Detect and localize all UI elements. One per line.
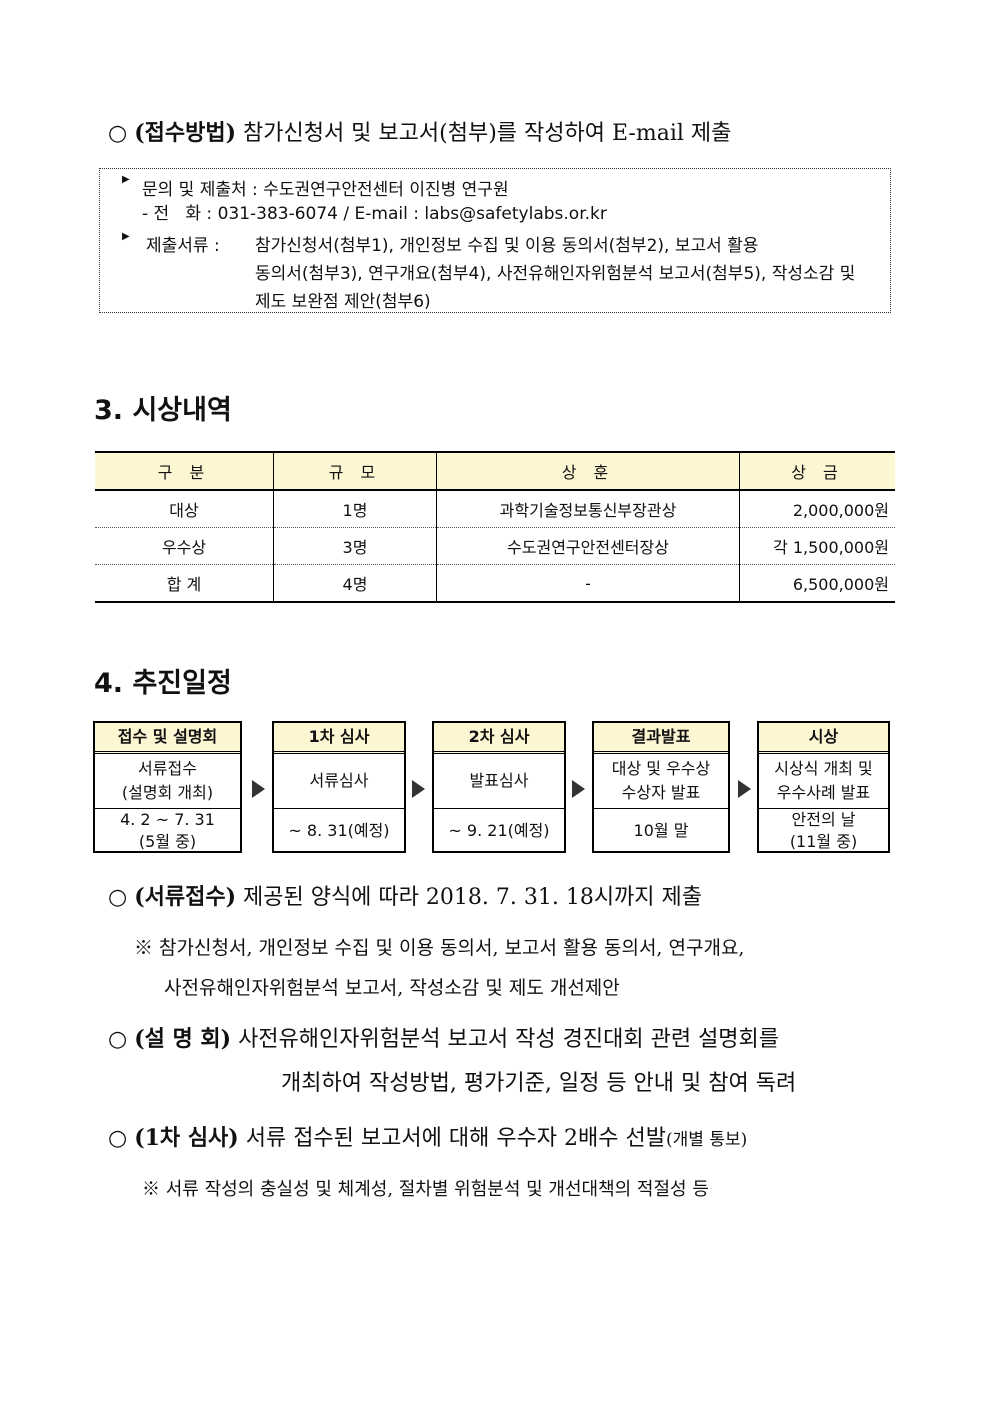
cell: 수도권연구안전센터장상: [436, 527, 740, 565]
step-date: ~ 8. 31(예정): [288, 821, 390, 840]
briefing-item: ○ (설 명 회) 사전유해인자위험분석 보고서 작성 경진대회 관련 설명회를: [108, 1021, 779, 1053]
triangle-bullet-icon: ▶: [122, 174, 130, 185]
item-label: (서류접수): [134, 884, 236, 910]
docs-label: 제출서류 :: [146, 236, 220, 256]
cell: 각 1,500,000원: [739, 527, 895, 565]
arrow-right-icon: [252, 780, 265, 798]
phone-email-line: - 전 화 : 031-383-6074 / E-mail : labs@saf…: [142, 204, 607, 224]
awards-table: 구 분 규 모 상 훈 상 금 대상 1명 과학기술정보통신부장관상 2,000,00…: [95, 451, 895, 603]
step-header: 결과발표: [594, 723, 728, 754]
note-line: 사전유해인자위험분석 보고서, 작성소감 및 제도 개선제안: [164, 977, 620, 999]
submission-text: 참가신청서 및 보고서(첨부)를 작성하여 E-mail 제출: [242, 121, 732, 146]
col-header: 구 분: [95, 451, 274, 491]
note-line: ※ 서류 작성의 충실성 및 체계성, 절차별 위험분석 및 개선대책의 적절성…: [142, 1179, 709, 1200]
step-text: (설명회 개최): [121, 783, 214, 802]
bullet: ○: [108, 121, 128, 146]
bullet: ○: [108, 885, 128, 910]
arrow-right-icon: [412, 780, 425, 798]
section3-title: 3. 시상내역: [94, 395, 232, 426]
item-text: 사전유해인자위험분석 보고서 작성 경진대회 관련 설명회를: [238, 1027, 780, 1052]
step-date: ~ 9. 21(예정): [448, 821, 550, 840]
bullet: ○: [108, 1027, 128, 1052]
step-text: 서류심사: [309, 771, 369, 790]
arrow-right-icon: [572, 780, 585, 798]
step-text: 서류접수: [138, 759, 197, 778]
step-text: 우수사례 발표: [776, 783, 871, 802]
contact-line: 문의 및 제출처 : 수도권연구안전센터 이진병 연구원: [142, 180, 509, 200]
step-header: 1차 심사: [274, 723, 404, 754]
cell: 우수상: [95, 527, 274, 565]
schedule-step: 2차 심사 발표심사 ~ 9. 21(예정): [432, 721, 566, 853]
item-text: 서류 접수된 보고서에 대해 우수자 2배수 선발: [245, 1126, 666, 1151]
cell: 과학기술정보통신부장관상: [436, 490, 740, 528]
table-row: 대상 1명 과학기술정보통신부장관상 2,000,000원: [95, 490, 895, 528]
docs-line: 제도 보완점 제안(첨부6): [255, 292, 431, 312]
submission-label: (접수방법): [134, 120, 236, 146]
section4-title: 4. 추진일정: [94, 668, 232, 699]
item-text: 개최하여 작성방법, 평가기준, 일정 등 안내 및 참여 독려: [281, 1071, 797, 1096]
submission-method-line: ○ (접수방법) 참가신청서 및 보고서(첨부)를 작성하여 E-mail 제출: [108, 115, 731, 147]
contact-box: ▶ 문의 및 제출처 : 수도권연구안전센터 이진병 연구원 - 전 화 : 0…: [99, 168, 891, 313]
item-label: (1차 심사): [134, 1125, 239, 1151]
cell: 6,500,000원: [739, 564, 895, 603]
col-header: 상 금: [739, 451, 895, 491]
col-header: 규 모: [273, 451, 437, 491]
bullet: ○: [108, 1126, 128, 1151]
step-text: 대상 및 우수상: [611, 759, 711, 778]
step-header: 시상: [759, 723, 888, 754]
step-date: 10월 말: [633, 821, 689, 840]
table-row: 합 계 4명 -6,500,000원: [95, 564, 895, 603]
first-review-item: ○ (1차 심사) 서류 접수된 보고서에 대해 우수자 2배수 선발(개별 통…: [108, 1120, 747, 1152]
cell: -: [436, 564, 740, 603]
cell: 4명: [273, 564, 437, 603]
doc-receipt-item: ○ (서류접수) 제공된 양식에 따라 2018. 7. 31. 18시까지 제…: [108, 879, 702, 911]
step-date: (11월 중): [789, 832, 858, 851]
step-date: 안전의 날: [791, 810, 856, 829]
docs-line: 동의서(첨부3), 연구개요(첨부4), 사전유해인자위험분석 보고서(첨부5)…: [255, 264, 856, 284]
step-header: 2차 심사: [434, 723, 564, 754]
item-note: (개별 통보): [666, 1130, 748, 1150]
triangle-bullet-icon: ▶: [122, 231, 130, 242]
schedule-step: 접수 및 설명회 서류접수 (설명회 개최) 4. 2 ~ 7. 31 (5월 중): [93, 721, 242, 853]
docs-line: 참가신청서(첨부1), 개인정보 수집 및 이용 동의서(첨부2), 보고서 활…: [255, 236, 759, 256]
cell: 대상: [95, 490, 274, 528]
step-header: 접수 및 설명회: [95, 723, 240, 754]
step-text: 시상식 개최 및: [774, 759, 873, 778]
cell: 1명: [273, 490, 437, 528]
cell: 2,000,000원: [739, 490, 895, 528]
item-label: (설 명 회): [134, 1026, 232, 1052]
schedule-step: 1차 심사 서류심사 ~ 8. 31(예정): [272, 721, 406, 853]
table-header-row: 구 분 규 모 상 훈 상 금: [95, 451, 895, 491]
cell: 3명: [273, 527, 437, 565]
step-text: 발표심사: [469, 771, 529, 790]
cell: 합 계: [95, 564, 274, 603]
arrow-right-icon: [738, 780, 751, 798]
step-text: 수상자 발표: [621, 783, 701, 802]
step-date: (5월 중): [138, 832, 197, 851]
col-header: 상 훈: [436, 451, 740, 491]
item-text: 제공된 양식에 따라 2018. 7. 31. 18시까지 제출: [242, 885, 703, 910]
note-line: ※ 참가신청서, 개인정보 수집 및 이용 동의서, 보고서 활용 동의서, 연…: [134, 937, 745, 959]
step-date: 4. 2 ~ 7. 31: [120, 810, 215, 829]
table-row: 우수상 3명 수도권연구안전센터장상 각 1,500,000원: [95, 527, 895, 565]
